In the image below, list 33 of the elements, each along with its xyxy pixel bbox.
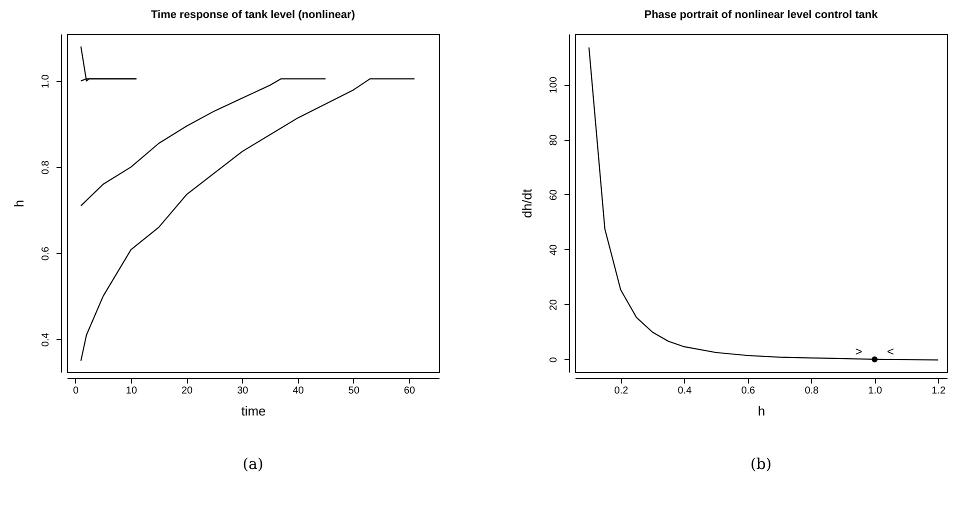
annotation: < [886, 344, 894, 358]
y-tick-label: 100 [548, 76, 560, 94]
y-tick-label: 40 [548, 244, 560, 256]
y-tick-label: 20 [548, 298, 560, 310]
x-tick-label: 40 [292, 386, 304, 396]
y-tick-label: 60 [548, 188, 560, 201]
text: (b) [750, 455, 772, 473]
x-axis-title: h [758, 404, 766, 418]
y-tick-label: 1.0 [40, 74, 52, 88]
annotation: > [855, 344, 862, 358]
x-tick-label: 1.2 [932, 386, 946, 396]
x-tick-label: 20 [181, 386, 194, 396]
y-tick-label: 0 [548, 356, 560, 363]
y-axis-title: dh/dt [520, 188, 534, 218]
x-tick-label: 0 [73, 386, 80, 396]
y-tick-label: 0.8 [40, 160, 52, 174]
chart-title: Phase portrait of nonlinear level control tank [644, 9, 879, 21]
x-tick-label: 0.6 [741, 386, 756, 396]
x-tick-label: 60 [404, 386, 416, 396]
x-tick-label: 30 [237, 386, 249, 396]
x-tick-label: 1.0 [868, 386, 883, 396]
x-tick-label: 0.2 [614, 386, 629, 396]
x-tick-label: 0.4 [678, 386, 692, 396]
x-tick-label: 50 [348, 386, 360, 396]
text: (a) [242, 455, 264, 473]
x-axis-title: time [241, 404, 266, 418]
chart-title: Time response of tank level (nonlinear) [151, 9, 356, 21]
y-tick-label: 0.6 [40, 246, 52, 261]
y-tick-label: 0.4 [40, 332, 52, 347]
x-tick-label: 0.8 [804, 386, 820, 396]
y-tick-label: 80 [548, 134, 560, 146]
x-tick-label: 10 [126, 386, 138, 396]
y-axis-title: h [12, 200, 26, 208]
